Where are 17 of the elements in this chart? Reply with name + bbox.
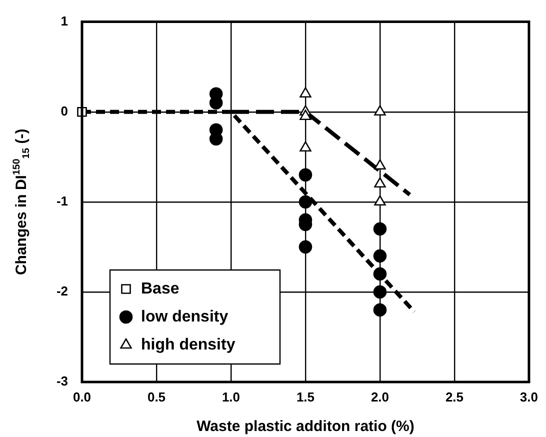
x-tick-label: 1.0: [222, 389, 240, 404]
legend-label: low density: [141, 308, 228, 326]
y-axis-title: Changes in DI15015 (-): [11, 128, 32, 276]
y-tick-label: 0: [60, 103, 68, 118]
x-tick-label: 0.5: [147, 389, 166, 404]
x-tick-label: 2.0: [370, 389, 390, 404]
y-tick-label: -1: [56, 193, 68, 208]
x-axis-title: Waste plastic additon ratio (%): [196, 418, 414, 436]
legend-label: Base: [141, 280, 180, 298]
x-tick-label: 1.5: [296, 389, 315, 404]
x-tick-label: 3.0: [520, 389, 538, 404]
y-tick-label: 1: [60, 13, 68, 28]
y-tick-label: -3: [56, 374, 68, 389]
y-tick-label: -2: [56, 284, 68, 299]
x-tick-label: 0.0: [72, 389, 92, 404]
legend-label: high density: [141, 336, 236, 354]
x-tick-label: 2.5: [445, 389, 464, 404]
